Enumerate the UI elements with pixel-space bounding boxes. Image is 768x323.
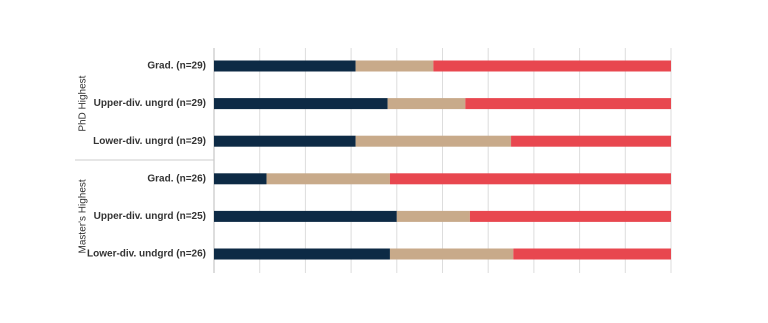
- bar-segment: [513, 248, 671, 260]
- category-label: Grad. (n=26): [147, 173, 206, 184]
- bar-segment: [387, 98, 466, 110]
- bar-segment: [389, 173, 671, 185]
- category-label: Upper-div. ungrd (n=25): [94, 211, 206, 222]
- bar-segment: [214, 98, 388, 110]
- bar-segment: [214, 60, 356, 72]
- bar-segment: [433, 60, 671, 72]
- category-label: Grad. (n=29): [147, 61, 206, 72]
- bar-segment: [396, 210, 470, 222]
- bar-segment: [266, 173, 390, 185]
- bar-segment: [214, 210, 397, 222]
- bar-segment: [465, 98, 671, 110]
- bar-segment: [511, 135, 671, 147]
- category-label: Lower-div. undgrd (n=26): [87, 249, 206, 260]
- bar-segment: [214, 248, 390, 260]
- group-label: PhD Highest: [78, 75, 89, 131]
- category-label: Upper-div. ungrd (n=29): [94, 98, 206, 109]
- category-label: Lower-div. ungrd (n=29): [93, 136, 206, 147]
- bar-segment: [469, 210, 671, 222]
- bar-segment: [389, 248, 514, 260]
- bar-segment: [214, 135, 356, 147]
- group-label: Master's Highest: [78, 179, 89, 253]
- bar-segment: [355, 60, 434, 72]
- bar-segment: [355, 135, 512, 147]
- bar-segment: [214, 173, 267, 185]
